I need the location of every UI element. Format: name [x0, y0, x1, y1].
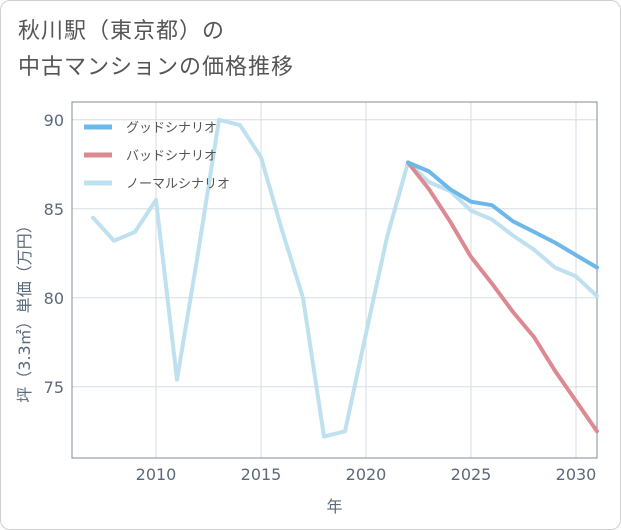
y-axis-ticks: 75 80 85 90 — [44, 111, 64, 397]
x-tick-label: 2030 — [556, 465, 597, 484]
plot-area — [71, 101, 598, 459]
legend-label: グッドシナリオ — [126, 121, 217, 136]
y-tick-label: 90 — [44, 111, 64, 130]
x-axis-ticks: 2010 2015 2020 2025 2030 — [136, 465, 597, 484]
x-axis-label: 年 — [326, 497, 342, 516]
series-line-1 — [406, 160, 599, 434]
y-tick-label: 75 — [44, 378, 64, 397]
title-line-2: 中古マンションの価格推移 — [18, 55, 295, 80]
y-tick-label: 80 — [44, 289, 64, 308]
x-tick-label: 2010 — [136, 465, 177, 484]
series-line-0 — [406, 160, 599, 270]
chart-title: 秋川駅（東京都）の 中古マンションの価格推移 — [18, 14, 294, 86]
y-axis-label: 坪（3.3㎡）単価（万円） — [15, 217, 34, 402]
x-tick-label: 2025 — [451, 465, 492, 484]
grid — [72, 102, 597, 458]
series-line-2 — [91, 117, 599, 439]
series-lines — [91, 117, 599, 439]
legend-label: バッドシナリオ — [126, 149, 217, 164]
legend-label: ノーマルシナリオ — [126, 177, 230, 192]
x-tick-label: 2020 — [346, 465, 387, 484]
y-tick-label: 85 — [44, 200, 64, 219]
x-tick-label: 2015 — [241, 465, 282, 484]
title-line-1: 秋川駅（東京都）の — [18, 19, 226, 44]
